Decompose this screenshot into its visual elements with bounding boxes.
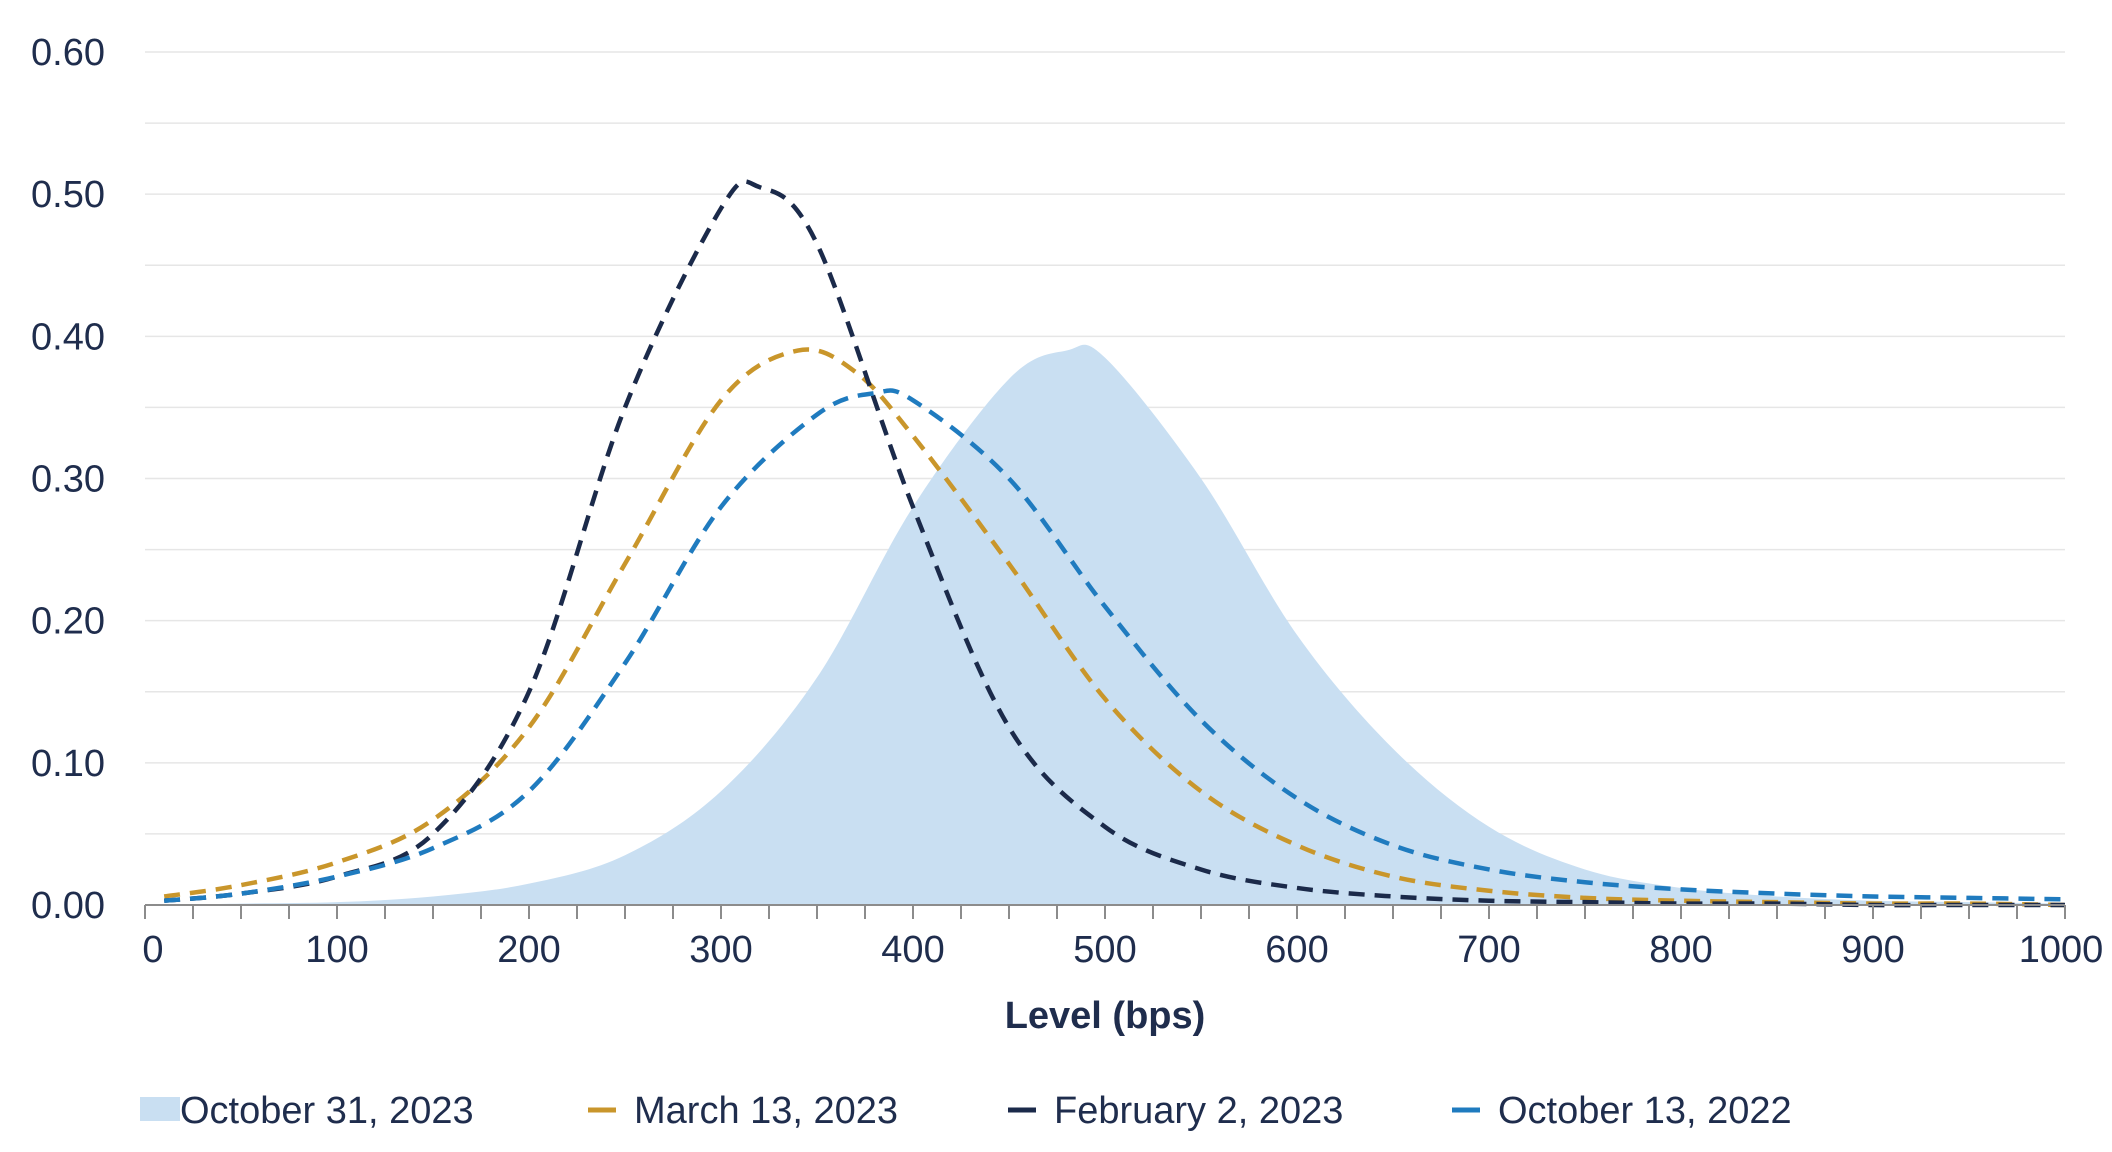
- x-tick-label: 0: [142, 929, 163, 971]
- x-axis: [144, 904, 2066, 919]
- x-axis-title: Level (bps): [1005, 995, 1206, 1037]
- line-series-layer: [163, 179, 2066, 908]
- x-tick-label: 400: [881, 929, 944, 971]
- x-tick-label: 300: [689, 929, 752, 971]
- legend-item-1: March 13, 2023: [588, 1090, 898, 1132]
- y-tick-label: 0.30: [31, 459, 105, 501]
- y-tick-label: 0.00: [31, 885, 105, 927]
- x-tick-label: 700: [1457, 929, 1520, 971]
- x-tick-label: 200: [497, 929, 560, 971]
- x-tick-label: 800: [1649, 929, 1712, 971]
- legend-label: October 31, 2023: [180, 1090, 474, 1132]
- y-tick-label: 0.20: [31, 601, 105, 643]
- legend-label: February 2, 2023: [1054, 1090, 1343, 1132]
- legend: October 31, 2023 March 13, 2023 February 2…: [140, 1090, 1792, 1132]
- legend-item-0: October 31, 2023: [140, 1090, 474, 1132]
- y-tick-label: 0.10: [31, 743, 105, 785]
- series-line-1: [163, 347, 2066, 908]
- y-tick-label: 0.40: [31, 316, 105, 358]
- x-tick-label: 1000: [2019, 929, 2104, 971]
- legend-item-3: October 13, 2022: [1452, 1090, 1792, 1132]
- series-area-0: [164, 344, 2066, 905]
- legend-swatch-area: [140, 1097, 180, 1121]
- y-tick-label: 0.60: [31, 32, 105, 74]
- y-tick-label: 0.50: [31, 174, 105, 216]
- legend-label: October 13, 2022: [1498, 1090, 1792, 1132]
- series-line-2: [163, 179, 2065, 908]
- x-tick-label: 500: [1073, 929, 1136, 971]
- y-axis-tick-labels: 0.00 0.10 0.20 0.30 0.40 0.50 0.60: [31, 32, 105, 927]
- area-series-layer: [164, 344, 2066, 905]
- x-axis-tick-labels: 0 100 200 300 400 500 600 700 800 900 1000: [142, 929, 2103, 971]
- x-tick-label: 600: [1265, 929, 1328, 971]
- x-tick-label: 900: [1841, 929, 1904, 971]
- legend-label: March 13, 2023: [634, 1090, 898, 1132]
- legend-item-2: February 2, 2023: [1008, 1090, 1343, 1132]
- x-tick-label: 100: [305, 929, 368, 971]
- series-line-3: [163, 388, 2066, 903]
